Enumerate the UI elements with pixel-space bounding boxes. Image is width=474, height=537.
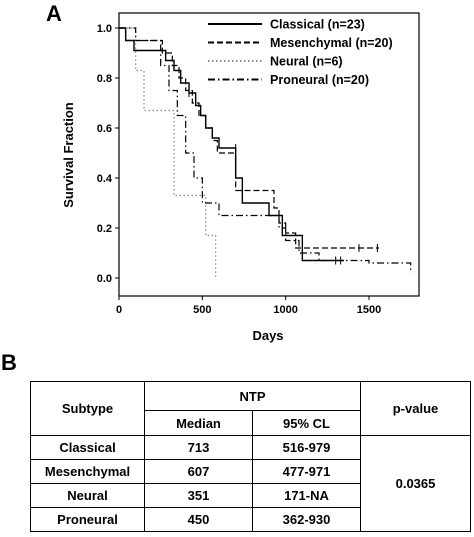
row-median: 450: [144, 507, 253, 532]
legend-label: Neural (n=6): [270, 55, 343, 69]
series-line: [119, 27, 412, 273]
chart-legend: Classical (n=23) Mesenchymal (n=20) Neural…: [208, 18, 393, 87]
chart-ticks: 0.0 0.2 0.4 0.6 0.8 1.0 0 500 1000 1500: [97, 23, 382, 316]
header-subtype: Subtype: [30, 381, 145, 436]
y-tick-label: 0.8: [97, 73, 112, 85]
km-chart: 0.0 0.2 0.4 0.6 0.8 1.0 0 500 1000 1500 Classical…: [61, 12, 420, 343]
y-tick-label: 1.0: [97, 23, 112, 35]
row-median: 351: [144, 483, 253, 508]
table-row: Classical 713 516-979 0.0365: [30, 435, 471, 532]
row-subtype: Mesenchymal: [30, 459, 145, 484]
header-ntp: NTP: [144, 381, 361, 411]
table-row: Mesenchymal 607 477-971: [30, 459, 471, 484]
row-cl: 171-NA: [252, 483, 361, 508]
survival-summary-table: Subtype NTP p-value Median 95% CL Classi…: [30, 381, 471, 532]
header-pvalue: p-value: [360, 381, 471, 436]
row-cl: 362-930: [252, 507, 361, 532]
y-tick-label: 0.6: [97, 123, 112, 135]
row-subtype: Proneural: [30, 507, 145, 532]
x-tick-label: 500: [193, 304, 211, 316]
series-line: [119, 27, 379, 249]
y-axis-label: Survival Fraction: [61, 102, 76, 208]
row-cl: 477-971: [252, 459, 361, 484]
x-tick-label: 0: [116, 304, 122, 316]
header-cl: 95% CL: [252, 410, 361, 436]
row-median: 607: [144, 459, 253, 484]
y-tick-label: 0.0: [97, 273, 112, 285]
x-tick-label: 1500: [357, 304, 381, 316]
chart-axes: [118, 12, 420, 297]
header-median: Median: [144, 410, 253, 436]
pvalue-cell: 0.0365: [360, 435, 471, 532]
plot-frame: [118, 12, 420, 297]
table-row: Proneural 450 362-930: [30, 507, 471, 532]
panel-label-b: B: [1, 350, 17, 375]
legend-label: Mesenchymal (n=20): [270, 36, 393, 50]
chart-series: [119, 27, 412, 278]
row-subtype: Neural: [30, 483, 145, 508]
y-tick-label: 0.4: [97, 173, 113, 185]
panel-label-a: A: [46, 1, 62, 26]
row-median: 713: [144, 435, 253, 460]
x-axis-label: Days: [252, 328, 283, 343]
row-subtype: Classical: [30, 435, 145, 460]
series-line: [119, 27, 217, 278]
y-tick-label: 0.2: [97, 223, 112, 235]
legend-label: Classical (n=23): [270, 18, 365, 32]
legend-label: Proneural (n=20): [270, 73, 369, 87]
x-tick-label: 1000: [273, 304, 297, 316]
row-cl: 516-979: [252, 435, 361, 460]
